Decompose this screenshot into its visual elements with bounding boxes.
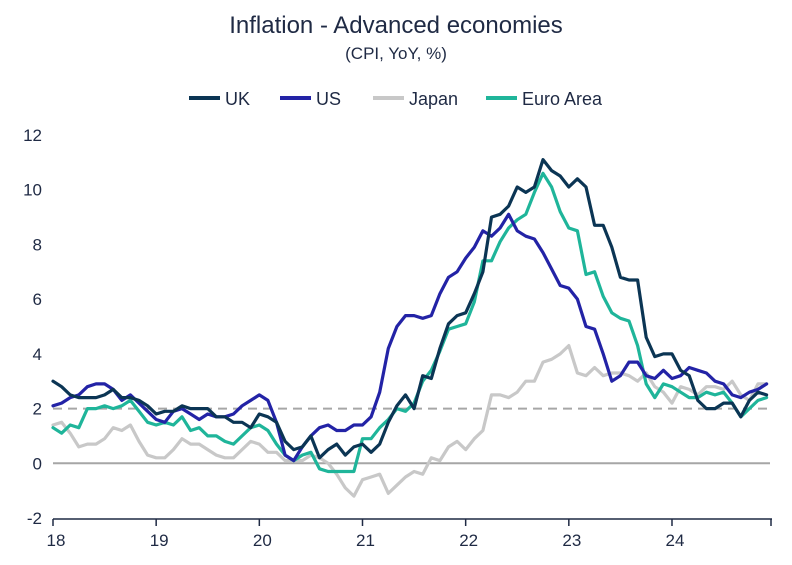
series-lines [51,158,769,498]
y-tick-label: -2 [27,509,42,528]
reference-lines [53,407,770,465]
series-line-uk [51,158,769,460]
legend-label: UK [225,89,250,109]
x-tick-label: 22 [459,531,478,550]
y-tick-label: 12 [23,126,42,145]
x-tick-label: 20 [253,531,272,550]
legend-label: Euro Area [522,89,603,109]
legend-label: US [316,89,341,109]
x-tick-label: 23 [562,531,581,550]
y-tick-label: 0 [33,454,42,473]
x-tick-label: 24 [666,531,685,550]
legend-item-japan: Japan [373,89,458,109]
series-line-us [51,212,769,463]
chart-title: Inflation - Advanced economies [229,12,563,39]
y-tick-label: 10 [23,181,42,200]
x-axis: 18 19 20 21 22 23 24 [47,518,772,550]
legend-item-euro-area: Euro Area [486,89,603,109]
y-axis-ticks: -2 0 2 4 6 8 10 12 [23,126,42,528]
x-tick-label: 19 [150,531,169,550]
legend-label: Japan [409,89,458,109]
legend-item-uk: UK [189,89,250,109]
legend: UK US Japan Euro Area [189,89,603,109]
legend-item-us: US [280,89,341,109]
chart-subtitle: (CPI, YoY, %) [345,44,447,63]
y-tick-label: 4 [33,345,42,364]
y-tick-label: 8 [33,235,42,254]
y-tick-label: 2 [33,400,42,419]
series-line-euro-area [51,171,769,474]
x-tick-label: 18 [47,531,66,550]
y-tick-label: 6 [33,290,42,309]
x-tick-label: 21 [356,531,375,550]
